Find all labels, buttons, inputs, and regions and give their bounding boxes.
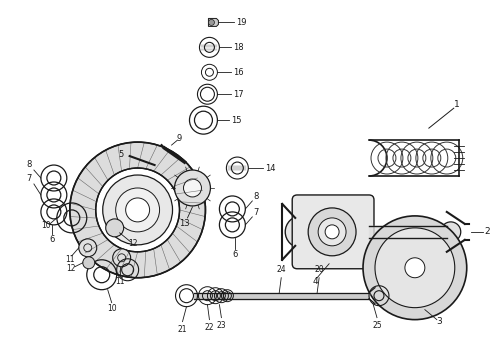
Text: 24: 24 xyxy=(276,265,286,274)
Circle shape xyxy=(103,175,172,245)
Circle shape xyxy=(308,208,356,256)
Circle shape xyxy=(405,258,425,278)
Text: 25: 25 xyxy=(372,321,382,330)
Text: 10: 10 xyxy=(41,221,50,230)
Text: 4: 4 xyxy=(312,277,318,286)
Circle shape xyxy=(441,222,461,242)
Text: 15: 15 xyxy=(231,116,242,125)
Text: 8: 8 xyxy=(254,193,259,202)
Text: 2: 2 xyxy=(485,228,490,237)
Circle shape xyxy=(125,198,149,222)
Text: 6: 6 xyxy=(49,235,54,244)
Text: 18: 18 xyxy=(233,43,244,52)
Circle shape xyxy=(208,19,215,26)
Text: 17: 17 xyxy=(233,90,244,99)
Circle shape xyxy=(285,216,317,248)
Text: 3: 3 xyxy=(436,317,441,326)
Circle shape xyxy=(106,219,123,237)
Text: 14: 14 xyxy=(265,163,276,172)
Polygon shape xyxy=(208,18,219,26)
Circle shape xyxy=(79,239,97,257)
Circle shape xyxy=(318,218,346,246)
Text: 7: 7 xyxy=(26,174,32,183)
Circle shape xyxy=(325,225,339,239)
Text: 23: 23 xyxy=(217,321,226,330)
Text: 1: 1 xyxy=(454,100,460,109)
Text: 19: 19 xyxy=(236,18,247,27)
Text: 13: 13 xyxy=(179,219,190,228)
Circle shape xyxy=(293,224,309,240)
Circle shape xyxy=(375,228,455,308)
Circle shape xyxy=(83,257,95,269)
Text: 8: 8 xyxy=(26,159,32,168)
Text: 22: 22 xyxy=(205,323,214,332)
Text: 11: 11 xyxy=(65,255,74,264)
Circle shape xyxy=(116,188,160,232)
Text: 12: 12 xyxy=(128,239,137,248)
FancyBboxPatch shape xyxy=(292,195,374,269)
Text: 16: 16 xyxy=(233,68,244,77)
Text: 20: 20 xyxy=(314,265,324,274)
Text: 10: 10 xyxy=(107,304,117,313)
Circle shape xyxy=(174,170,210,206)
Circle shape xyxy=(183,179,201,197)
Text: 7: 7 xyxy=(254,208,259,217)
Text: 12: 12 xyxy=(66,264,75,273)
Circle shape xyxy=(113,249,131,267)
Circle shape xyxy=(363,216,467,320)
Text: 21: 21 xyxy=(178,325,187,334)
Text: 11: 11 xyxy=(115,277,124,286)
Text: 5: 5 xyxy=(119,149,123,158)
Text: 6: 6 xyxy=(233,250,238,259)
Text: 9: 9 xyxy=(177,134,182,143)
